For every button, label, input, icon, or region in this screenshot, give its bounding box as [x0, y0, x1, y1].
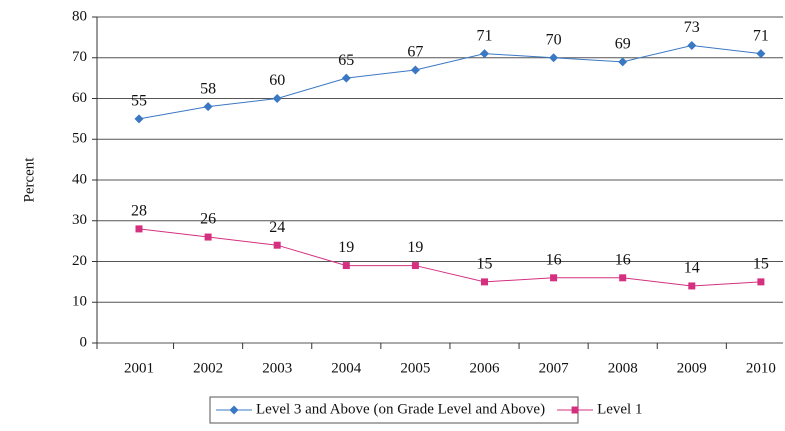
data-label: 19 — [407, 239, 423, 256]
x-tick-label: 2003 — [262, 360, 292, 376]
series-line — [138, 45, 761, 120]
marker — [135, 225, 143, 233]
x-tick-label: 2009 — [677, 360, 707, 376]
marker — [618, 57, 628, 67]
y-tick-label: 30 — [72, 212, 87, 228]
y-tick-label: 40 — [72, 171, 87, 187]
y-tick-label: 0 — [80, 334, 88, 350]
marker — [341, 73, 351, 83]
x-tick-label: 2006 — [470, 360, 501, 376]
data-label: 60 — [269, 72, 285, 89]
marker — [619, 274, 627, 282]
marker — [204, 233, 212, 241]
y-tick-label: 20 — [72, 253, 87, 269]
marker — [342, 262, 350, 270]
marker — [229, 405, 239, 415]
data-label: 55 — [131, 93, 147, 110]
data-label: 73 — [684, 19, 700, 36]
data-label: 24 — [269, 219, 285, 236]
marker — [134, 114, 144, 124]
marker — [571, 406, 579, 414]
marker — [203, 102, 213, 112]
data-label: 14 — [684, 260, 700, 277]
marker — [687, 41, 697, 51]
marker — [272, 94, 282, 103]
x-tick-label: 2010 — [746, 360, 776, 376]
y-tick-label: 10 — [72, 294, 87, 310]
data-label: 16 — [546, 251, 562, 268]
marker — [757, 278, 765, 286]
y-tick-label: 70 — [72, 49, 87, 65]
x-tick-label: 2007 — [539, 360, 570, 376]
x-tick-label: 2008 — [608, 360, 638, 376]
data-label: 26 — [200, 211, 216, 228]
legend-label: Level 1 — [597, 401, 642, 417]
data-label: 19 — [338, 239, 354, 256]
data-label: 16 — [615, 251, 631, 268]
y-tick-label: 60 — [72, 90, 87, 106]
y-axis-title: Percent — [21, 157, 37, 203]
series-line — [138, 228, 761, 287]
marker — [550, 274, 558, 282]
x-tick-label: 2002 — [193, 360, 223, 376]
marker — [480, 49, 489, 59]
data-label: 28 — [131, 203, 147, 220]
legend-label: Level 3 and Above (on Grade Level and Ab… — [256, 401, 545, 417]
data-label: 71 — [753, 27, 769, 44]
data-label: 71 — [477, 27, 493, 44]
marker — [481, 278, 488, 286]
marker — [273, 241, 281, 249]
data-label: 67 — [407, 44, 423, 61]
marker — [688, 282, 696, 290]
marker — [410, 65, 420, 75]
y-tick-label: 50 — [72, 131, 87, 147]
y-tick-label: 80 — [72, 8, 87, 24]
marker — [756, 49, 766, 59]
x-tick-label: 2005 — [400, 360, 430, 376]
data-label: 70 — [546, 31, 562, 48]
data-label: 65 — [338, 52, 354, 69]
data-label: 58 — [200, 80, 216, 97]
marker — [549, 53, 559, 63]
data-label: 69 — [615, 35, 631, 52]
x-tick-label: 2004 — [331, 360, 362, 376]
data-label: 15 — [753, 256, 769, 273]
marker — [411, 262, 419, 270]
data-label: 15 — [477, 256, 493, 273]
x-tick-label: 2001 — [124, 360, 154, 376]
